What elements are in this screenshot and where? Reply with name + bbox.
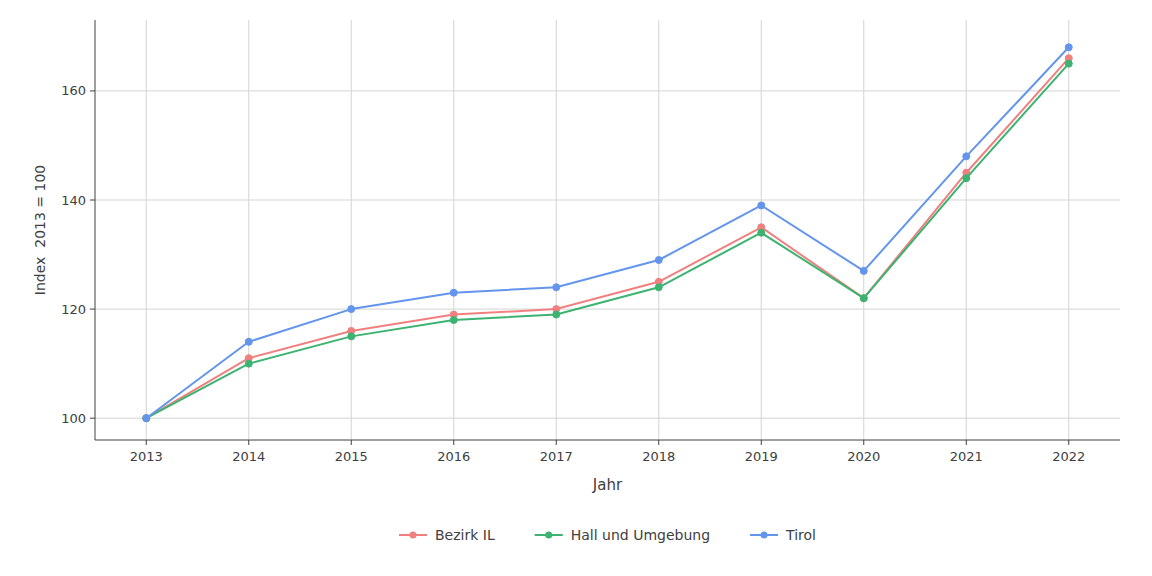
y-tick [90,418,95,419]
grid-line-x [556,20,557,440]
y-tick [90,309,95,310]
x-tick [453,440,454,445]
series-line [146,64,1069,419]
legend-swatch-marker [545,532,552,539]
x-tick-label: 2019 [745,449,778,464]
x-tick-label: 2022 [1052,449,1085,464]
point [143,415,150,422]
x-tick [146,440,147,445]
series [143,44,1073,422]
legend-label: Bezirk IL [435,527,495,543]
x-tick-label: 2014 [232,449,265,464]
y-tick [90,200,95,201]
y-tick-label: 100 [61,411,86,426]
x-tick-label: 2018 [642,449,675,464]
series-line [146,58,1069,418]
x-tick [1068,440,1069,445]
point [758,202,765,209]
y-tick-label: 140 [61,193,86,208]
point [963,175,970,182]
y-tick [90,90,95,91]
grid [95,20,1120,440]
series [143,60,1073,422]
legend-swatch-marker [410,532,417,539]
grid-line-x [146,20,147,440]
legend-label: Tirol [785,527,816,543]
point [450,317,457,324]
x-axis-label: Jahr [592,476,623,494]
x-tick [966,440,967,445]
x-tick-label: 2017 [540,449,573,464]
point [348,333,355,340]
point [553,311,560,318]
legend: Bezirk IL Hall und Umgebung Tirol [399,527,816,543]
y-axis-label: Index 2013 = 100 [32,165,48,295]
x-tick-label: 2015 [335,449,368,464]
grid-line-x [966,20,967,440]
point [860,295,867,302]
point [1065,44,1072,51]
x-tick [556,440,557,445]
plot-area [143,44,1073,422]
x-tick-label: 2016 [437,449,470,464]
x-tick-label: 2021 [950,449,983,464]
y-tick-label: 160 [61,83,86,98]
x-tick-label: 2013 [130,449,163,464]
point [245,338,252,345]
grid-line-x [351,20,352,440]
grid-line-x [453,20,454,440]
x-tick [658,440,659,445]
legend-swatch-marker [761,532,768,539]
x-tick-label: 2020 [847,449,880,464]
point [860,267,867,274]
grid-line-x [863,20,864,440]
axes: 2013 2014 2015 2016 2017 2018 2019 2020 2021 2022… [61,20,1120,464]
x-tick [248,440,249,445]
point [1065,60,1072,67]
point [655,284,662,291]
chart: 2013 2014 2015 2016 2017 2018 2019 2020 2021 2022… [0,0,1152,576]
y-axis-line [95,20,96,440]
grid-line-x [658,20,659,440]
point [348,306,355,313]
x-tick [351,440,352,445]
grid-line-x [1068,20,1069,440]
point [553,284,560,291]
point [245,360,252,367]
point [860,295,867,302]
point [450,289,457,296]
series [143,55,1073,422]
grid-line-x [248,20,249,440]
point [963,153,970,160]
series-line [146,47,1069,418]
point [143,415,150,422]
x-tick [761,440,762,445]
point [143,415,150,422]
x-tick [863,440,864,445]
y-tick-label: 120 [61,302,86,317]
point [655,257,662,264]
point [758,229,765,236]
legend-label: Hall und Umgebung [571,527,710,543]
